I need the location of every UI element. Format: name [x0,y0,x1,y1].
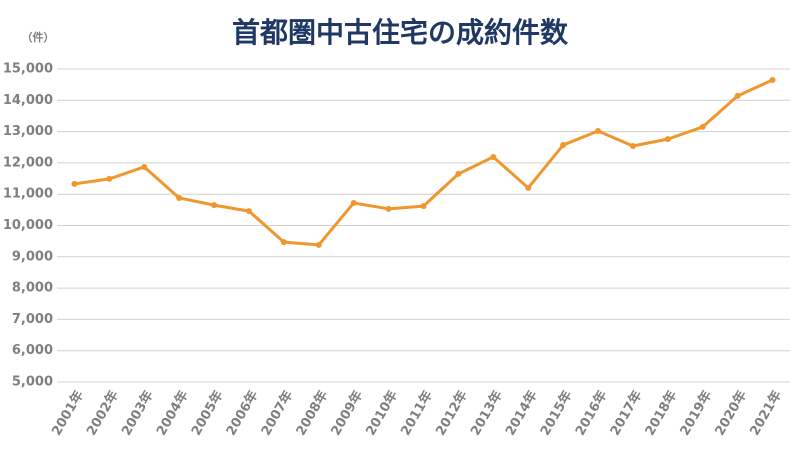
x-tick-label: 2016年 [572,388,610,439]
x-tick-label: 2012年 [432,388,470,439]
point [595,127,602,134]
y-tick-label: 6,000 [12,343,53,358]
x-tick-label: 2015年 [537,388,575,439]
x-tick-label: 2020年 [712,388,750,439]
point [211,202,218,209]
point [629,142,636,149]
x-tick-label: 2011年 [398,388,436,439]
x-tick-label: 2014年 [502,388,540,439]
x-tick-label: 2008年 [293,388,331,439]
y-tick-label: 8,000 [12,281,53,296]
point [350,199,357,206]
y-tick-label: 9,000 [12,249,53,264]
point [525,184,532,191]
y-tick-label: 13,000 [3,124,53,139]
point [455,170,462,177]
x-tick-label: 2003年 [118,388,156,439]
y-tick-label: 14,000 [3,93,53,108]
y-tick-label: 5,000 [12,375,53,390]
x-tick-label: 2010年 [363,388,401,439]
y-tick-label: 7,000 [12,312,53,327]
x-tick-label: 2005年 [188,388,226,439]
point [560,142,567,149]
chart-title: 首都圏中古住宅の成約件数 [232,16,569,49]
x-tick-label: 2002年 [83,388,121,439]
point [106,175,113,182]
point [71,180,78,187]
y-tick-label: 15,000 [3,62,53,77]
point [699,123,706,130]
y-tick-label: 11,000 [3,187,53,202]
x-tick-label: 2009年 [328,388,366,439]
point [490,153,497,160]
point [280,239,287,246]
y-tick-label: 12,000 [3,155,53,170]
point [176,194,183,201]
point [734,92,741,99]
x-tick-label: 2004年 [153,388,191,439]
x-tick-label: 2018年 [642,388,680,439]
y-axis-label: （件） [22,30,55,44]
point [664,136,671,143]
point [385,205,392,212]
x-tick-label: 2007年 [258,388,296,439]
x-tick-label: 2019年 [677,388,715,439]
point [315,241,322,248]
point [245,208,252,215]
y-tick-label: 10,000 [3,218,53,233]
x-tick-label: 2021年 [747,388,785,439]
point [141,163,148,170]
x-tick-label: 2001年 [48,388,86,439]
point [769,76,776,83]
point [420,203,427,210]
x-tick-label: 2013年 [467,388,505,439]
x-tick-label: 2017年 [607,388,645,439]
x-tick-label: 2006年 [223,388,261,439]
